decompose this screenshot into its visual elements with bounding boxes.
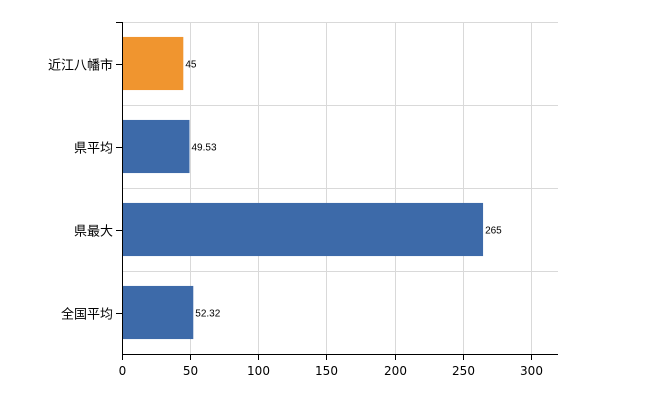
- y-tick-label: 県平均: [74, 142, 113, 157]
- data-label: 45: [185, 60, 197, 71]
- y-tick-label: 近江八幡市: [48, 58, 113, 74]
- data-label: 52.32: [195, 309, 220, 320]
- bar: [122, 36, 184, 91]
- bars: [122, 36, 484, 340]
- bar: [122, 202, 484, 257]
- x-tick-label: 0: [119, 364, 127, 378]
- bar: [122, 285, 194, 340]
- x-tick-label: 250: [452, 364, 475, 378]
- x-tick-label: 200: [384, 364, 407, 378]
- axes: [116, 22, 558, 360]
- data-label: 49.53: [191, 143, 216, 154]
- y-tick-label: 全国平均: [61, 307, 113, 323]
- x-tick-label: 50: [183, 364, 198, 378]
- data-label: 265: [485, 226, 502, 237]
- x-tick-label: 100: [247, 364, 270, 378]
- x-tick-label: 150: [315, 364, 338, 378]
- bar: [122, 119, 190, 174]
- x-tick-label: 300: [520, 364, 543, 378]
- y-tick-label: 県最大: [74, 225, 113, 240]
